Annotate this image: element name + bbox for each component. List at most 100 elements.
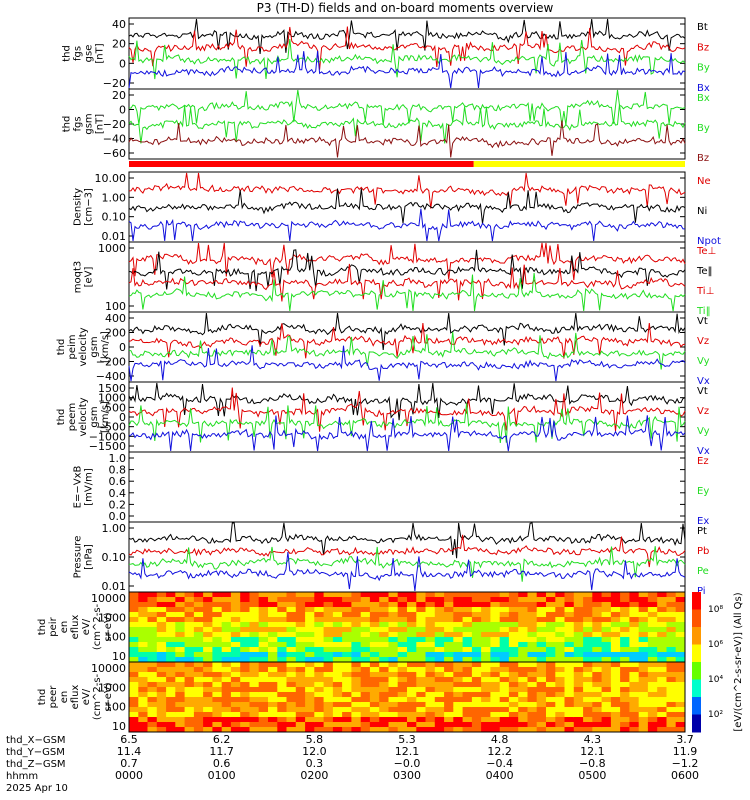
spectrogram-cell	[564, 697, 575, 703]
spectrogram-cell	[425, 717, 436, 723]
spectrogram-cell	[369, 627, 380, 633]
spectrogram-cell	[258, 622, 269, 628]
spectrogram-cell	[666, 597, 677, 603]
y-axis-label-line: Pressure	[73, 536, 84, 579]
spectrogram-cell	[546, 642, 556, 648]
spectrogram-cell	[453, 697, 464, 703]
spectrogram-cell	[138, 602, 149, 608]
spectrogram-cell	[323, 702, 334, 708]
spectrogram-cell	[203, 697, 213, 703]
spectrogram-cell	[193, 712, 204, 718]
spectrogram-cell	[221, 612, 232, 618]
spectrogram-cell	[342, 617, 352, 623]
spectrogram-cell	[138, 642, 149, 648]
spectrogram-cell	[620, 602, 630, 608]
spectrogram-cell	[592, 652, 603, 658]
spectrogram-cell	[462, 692, 473, 698]
spectrogram-cell	[342, 722, 352, 728]
spectrogram-cell	[147, 687, 158, 693]
spectrogram-cell	[527, 682, 538, 688]
spectrogram-cell	[657, 687, 667, 693]
spectrogram-cell	[453, 727, 464, 733]
spectrogram-cell	[629, 707, 640, 713]
spectrogram-cell	[369, 607, 380, 613]
spectrogram-cell	[221, 687, 232, 693]
spectrogram-cell	[462, 647, 473, 653]
spectrogram-cell	[360, 632, 371, 638]
spectrogram-cell	[675, 647, 686, 653]
spectrogram-cell	[221, 667, 232, 673]
spectrogram-cell	[601, 662, 612, 668]
spectrogram-cell	[240, 597, 250, 603]
spectrogram-cell	[407, 592, 417, 598]
spectrogram-cell	[573, 627, 584, 633]
spectrogram-cell	[323, 692, 334, 698]
spectrogram-cell	[620, 662, 630, 668]
spectrogram-cell	[527, 687, 538, 693]
spectrogram-cell	[638, 677, 649, 683]
spectrogram-cell	[129, 627, 139, 633]
spectrogram-cell	[675, 707, 686, 713]
y-axis-label-line: (cm^2-s-	[92, 673, 103, 720]
spectrogram-cell	[184, 622, 195, 628]
spectrogram-cell	[230, 642, 241, 648]
spectrogram-cell	[193, 697, 204, 703]
spectrogram-cell	[369, 677, 380, 683]
spectrogram-cell	[425, 632, 436, 638]
spectrogram-cell	[221, 697, 232, 703]
spectrogram-cell	[610, 667, 621, 673]
y-axis-label: Pressure[nPa]	[73, 536, 95, 579]
spectrogram-cell	[518, 657, 528, 663]
spectrogram-cell	[462, 727, 473, 733]
spectrogram-cell	[647, 692, 658, 698]
spectrogram-cell	[620, 682, 630, 688]
spectrogram-cell	[156, 712, 167, 718]
spectrogram-cell	[203, 692, 213, 698]
spectrogram-cell	[314, 617, 325, 623]
y-axis-label-line: gsm	[89, 406, 100, 427]
spectrogram-cell	[342, 727, 352, 733]
spectrogram-cell	[499, 722, 510, 728]
spectrogram-cell	[129, 717, 139, 723]
spectrogram-cell	[564, 622, 575, 628]
spectrogram-cell	[555, 642, 566, 648]
spectrogram-cell	[657, 672, 667, 678]
spectrogram-cell	[620, 717, 630, 723]
spectrogram-cell	[518, 622, 528, 628]
spectrogram-cell	[536, 637, 547, 643]
spectrogram-cell	[268, 612, 278, 618]
spectrogram-cell	[592, 702, 603, 708]
spectrogram-cell	[675, 697, 686, 703]
spectrogram-cell	[610, 682, 621, 688]
spectrogram-cell	[657, 607, 667, 613]
spectrogram-cell	[527, 622, 538, 628]
spectrogram-cell	[444, 602, 454, 608]
spectrogram-cell	[240, 692, 250, 698]
spectrogram-cell	[518, 707, 528, 713]
spectrogram-cell	[212, 687, 223, 693]
spectrogram-cell	[462, 602, 473, 608]
spectrogram-cell	[666, 627, 677, 633]
legend-By: By	[697, 63, 710, 74]
spectrogram-cell	[444, 627, 454, 633]
spectrogram-cell	[138, 592, 149, 598]
spectrogram-cell	[249, 647, 260, 653]
spectrogram-cell	[416, 707, 427, 713]
spectrogram-cell	[323, 637, 334, 643]
spectrogram-cell	[666, 612, 677, 618]
spectrogram-cell	[536, 657, 547, 663]
spectrogram-cell	[647, 702, 658, 708]
spectrogram-cell	[203, 637, 213, 643]
y-axis-label-line: thd	[37, 619, 48, 636]
spectrogram-cell	[240, 642, 250, 648]
spectrogram-cell	[666, 727, 677, 733]
spectrogram-cell	[360, 692, 371, 698]
spectrogram-cell	[592, 647, 603, 653]
colorbar-tick: 10⁸	[708, 605, 723, 615]
spectrogram-cell	[546, 717, 556, 723]
spectrogram-cell	[388, 717, 399, 723]
spectrogram-cell	[434, 662, 445, 668]
spectrogram-cell	[268, 662, 278, 668]
spectrogram-cell	[249, 677, 260, 683]
spectrogram-cell	[592, 697, 603, 703]
